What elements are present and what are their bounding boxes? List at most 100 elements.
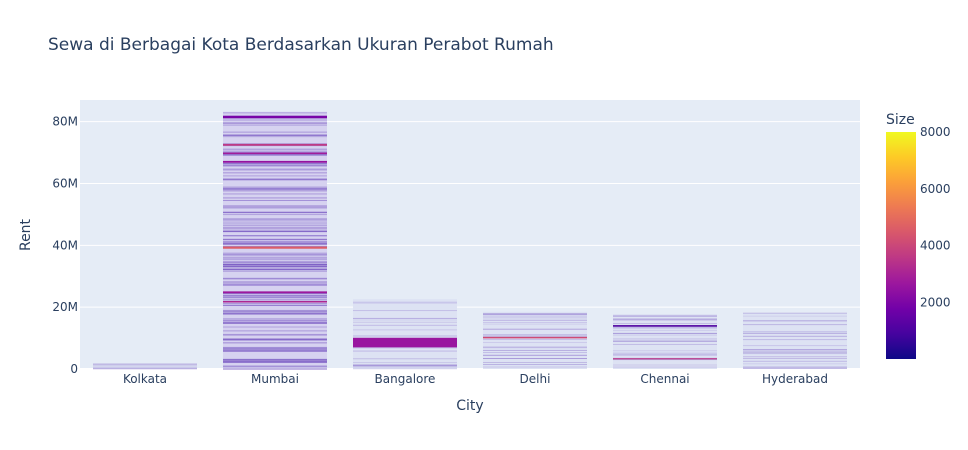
bar-segment [223, 228, 327, 230]
bar-segment [743, 363, 847, 365]
bar-segment [613, 319, 717, 321]
bar-segment [483, 339, 587, 340]
bar-segment [743, 332, 847, 334]
bar-segment-highlight[interactable] [613, 358, 717, 360]
bar-segment [223, 296, 327, 298]
bar-segment [223, 342, 327, 344]
bar-segment [353, 365, 457, 367]
bar-segment-highlight[interactable] [223, 143, 327, 146]
bar-segment-highlight[interactable] [613, 325, 717, 327]
bar-segment [743, 349, 847, 351]
bar-bangalore[interactable] [353, 299, 457, 370]
bar-segment [483, 350, 587, 351]
bar-segment [353, 301, 457, 303]
bar-segment [223, 124, 327, 126]
bar-segment [223, 212, 327, 214]
bar-segment [223, 261, 327, 263]
bar-segment [353, 324, 457, 326]
bar-segment [353, 321, 457, 323]
bar-segment [223, 366, 327, 368]
bar-segment [743, 356, 847, 358]
bar-segment-highlight[interactable] [223, 152, 327, 155]
bar-segment [223, 218, 327, 220]
y-axis-title: Rent [18, 218, 34, 251]
bar-segment [223, 310, 327, 312]
bar-segment [223, 358, 327, 360]
bar-segment [223, 188, 327, 190]
bar-segment [483, 355, 587, 356]
bar-segment [223, 293, 327, 295]
bar-segment [223, 219, 327, 221]
bar-mumbai[interactable] [223, 111, 327, 370]
bar-segment [613, 334, 717, 336]
bar-segment [223, 305, 327, 307]
bar-segment [613, 343, 717, 345]
colorbar-tick-label: 2000 [920, 295, 951, 309]
bar-segment [223, 206, 327, 208]
bar-segment [223, 197, 327, 199]
bar-segment [743, 360, 847, 362]
bar-segment [483, 328, 587, 329]
bar-chennai[interactable] [613, 313, 717, 369]
bar-kolkata[interactable] [93, 363, 197, 370]
bar-segment [223, 270, 327, 272]
colorbar-title: Size [886, 112, 915, 128]
bar-segment [223, 168, 327, 170]
bar-segment [223, 148, 327, 150]
bar-segment [223, 359, 327, 361]
bar-segment [613, 340, 717, 342]
bar-segment [223, 190, 327, 192]
bar-segment-highlight[interactable] [223, 115, 327, 119]
bar-segment [223, 365, 327, 367]
bar-segment [223, 266, 327, 268]
bar-segment-highlight[interactable] [483, 336, 587, 339]
colorbar-tick-label: 4000 [920, 239, 951, 253]
bar-segment [223, 227, 327, 229]
bar-segment [613, 338, 717, 339]
bar-segment [223, 298, 327, 300]
bar-segment [223, 242, 327, 244]
bar-segment [743, 339, 847, 341]
bar-segment [743, 332, 847, 334]
bar-delhi[interactable] [483, 311, 587, 369]
bar-segment [613, 354, 717, 356]
bar-segment [223, 303, 327, 305]
x-tick-label: Mumbai [251, 372, 299, 386]
bar-segment [223, 326, 327, 328]
bar-segment [223, 163, 327, 165]
x-tick-label: Kolkata [123, 372, 167, 386]
bar-segment [483, 358, 587, 359]
bar-segment [613, 354, 717, 356]
bar-segment [93, 365, 197, 367]
bar-segment [223, 258, 327, 260]
bar-segment [223, 223, 327, 225]
bar-segment [223, 339, 327, 341]
bar-segment [223, 260, 327, 262]
bar-segment-highlight[interactable] [223, 300, 327, 303]
y-tick-label: 60M [52, 176, 78, 190]
bar-segment [483, 334, 587, 336]
y-tick-label: 40M [52, 238, 78, 252]
bar-segment-highlight[interactable] [353, 337, 457, 348]
bar-segment [223, 349, 327, 351]
bar-segment [223, 268, 327, 270]
bar-segment [223, 299, 327, 301]
bar-segment [223, 231, 327, 233]
bar-hyderabad[interactable] [743, 312, 847, 369]
bar-segment [743, 352, 847, 354]
bar-segment [223, 296, 327, 298]
bar-segment [743, 368, 847, 369]
bar-segment-highlight[interactable] [223, 246, 327, 249]
bar-segment [353, 335, 457, 337]
bar-segment-highlight[interactable] [223, 160, 327, 163]
y-tick-label: 0 [70, 362, 78, 376]
bar-segment [613, 350, 717, 352]
bars [93, 111, 847, 370]
bar-segment-highlight[interactable] [223, 291, 327, 294]
bar-segment [223, 221, 327, 223]
bar-segment [613, 359, 717, 360]
bar-segment [223, 330, 327, 332]
bar-segment [223, 224, 327, 226]
bar-segment [613, 318, 717, 320]
